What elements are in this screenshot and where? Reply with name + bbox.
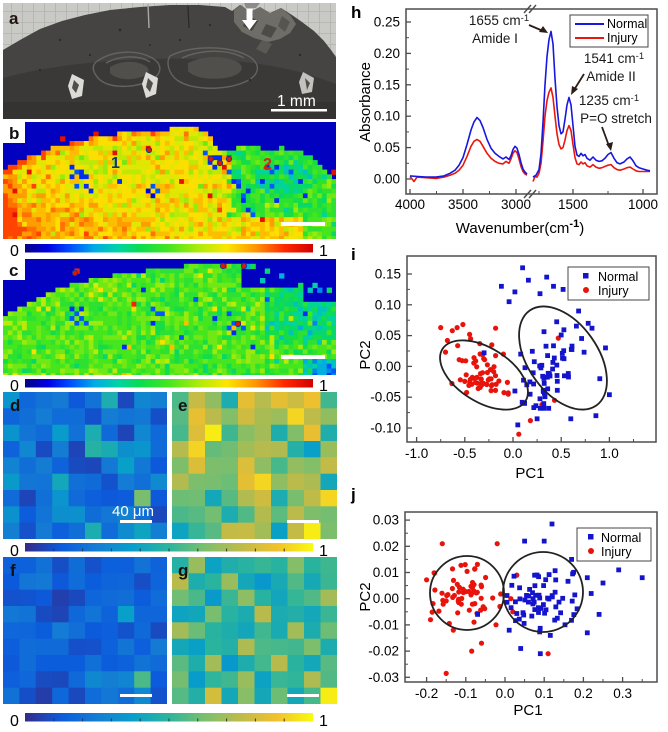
svg-text:0.03: 0.03 [373,513,399,528]
svg-text:c: c [9,261,18,280]
svg-text:-0.03: -0.03 [368,670,399,685]
svg-text:1: 1 [319,713,328,730]
svg-text:3500: 3500 [448,197,478,212]
svg-text:0.15: 0.15 [374,77,400,92]
svg-text:1: 1 [319,378,328,395]
svg-text:0.00: 0.00 [375,359,401,374]
svg-text:1: 1 [319,543,328,560]
svg-text:0.20: 0.20 [374,46,400,61]
svg-text:0.00: 0.00 [374,172,400,187]
svg-text:0: 0 [10,543,19,560]
svg-text:1541 cm-1: 1541 cm-1 [584,51,644,66]
svg-text:PC1: PC1 [515,465,544,482]
svg-text:Amide I: Amide I [472,31,518,46]
svg-text:0.10: 0.10 [374,109,400,124]
svg-text:-0.2: -0.2 [415,686,438,701]
svg-text:a: a [9,9,19,28]
svg-text:Wavenumber(cm-1): Wavenumber(cm-1) [456,218,584,237]
svg-text:0.0: 0.0 [496,686,515,701]
svg-text:2: 2 [263,156,272,173]
svg-text:f: f [10,561,16,580]
svg-text:Normal: Normal [607,17,647,31]
svg-text:Amide II: Amide II [586,69,636,84]
svg-text:b: b [9,124,19,143]
svg-text:Normal: Normal [598,270,638,284]
svg-text:-1.0: -1.0 [405,446,428,461]
svg-text:j: j [350,485,356,504]
svg-text:0.25: 0.25 [374,15,400,30]
svg-text:-0.10: -0.10 [370,421,401,436]
svg-text:1235 cm-1: 1235 cm-1 [579,93,639,108]
svg-text:0.10: 0.10 [375,297,401,312]
svg-text:-0.02: -0.02 [368,644,399,659]
svg-text:1: 1 [111,155,120,172]
svg-text:1655 cm-1: 1655 cm-1 [469,13,529,28]
svg-text:Injury: Injury [598,284,629,298]
svg-text:0.05: 0.05 [375,328,401,343]
svg-text:g: g [178,561,188,580]
svg-text:e: e [178,396,187,415]
svg-text:i: i [351,245,356,264]
svg-text:Absorbance: Absorbance [357,62,374,142]
svg-text:PC2: PC2 [357,582,374,611]
svg-text:PC2: PC2 [357,340,374,369]
svg-text:4000: 4000 [395,197,425,212]
svg-text:-0.01: -0.01 [368,617,399,632]
svg-text:0.05: 0.05 [374,140,400,155]
svg-text:-0.1: -0.1 [454,686,477,701]
svg-text:d: d [10,396,20,415]
svg-text:Injury: Injury [601,545,632,559]
svg-text:PC1: PC1 [513,702,542,719]
svg-text:h: h [351,3,361,22]
svg-text:40 μm: 40 μm [112,503,154,520]
svg-text:Normal: Normal [601,531,641,545]
svg-text:1000: 1000 [628,197,658,212]
svg-text:-0.05: -0.05 [370,390,401,405]
svg-text:0.3: 0.3 [613,686,632,701]
svg-text:Injury: Injury [607,31,638,45]
svg-text:0: 0 [10,713,19,730]
svg-text:0.5: 0.5 [552,446,571,461]
svg-text:0: 0 [10,243,19,260]
svg-text:1.0: 1.0 [600,446,619,461]
svg-text:P=O stretch: P=O stretch [580,111,652,126]
svg-text:3000: 3000 [501,197,531,212]
svg-text:0.0: 0.0 [504,446,523,461]
svg-text:0.01: 0.01 [373,565,399,580]
svg-text:1: 1 [319,243,328,260]
svg-text:0.00: 0.00 [373,591,399,606]
svg-text:0: 0 [10,378,19,395]
svg-text:0.1: 0.1 [535,686,554,701]
svg-text:1500: 1500 [558,197,588,212]
svg-text:1 mm: 1 mm [277,93,316,110]
svg-text:0.2: 0.2 [574,686,593,701]
svg-text:-0.5: -0.5 [453,446,476,461]
svg-text:0.02: 0.02 [373,539,399,554]
svg-text:0.15: 0.15 [375,267,401,282]
